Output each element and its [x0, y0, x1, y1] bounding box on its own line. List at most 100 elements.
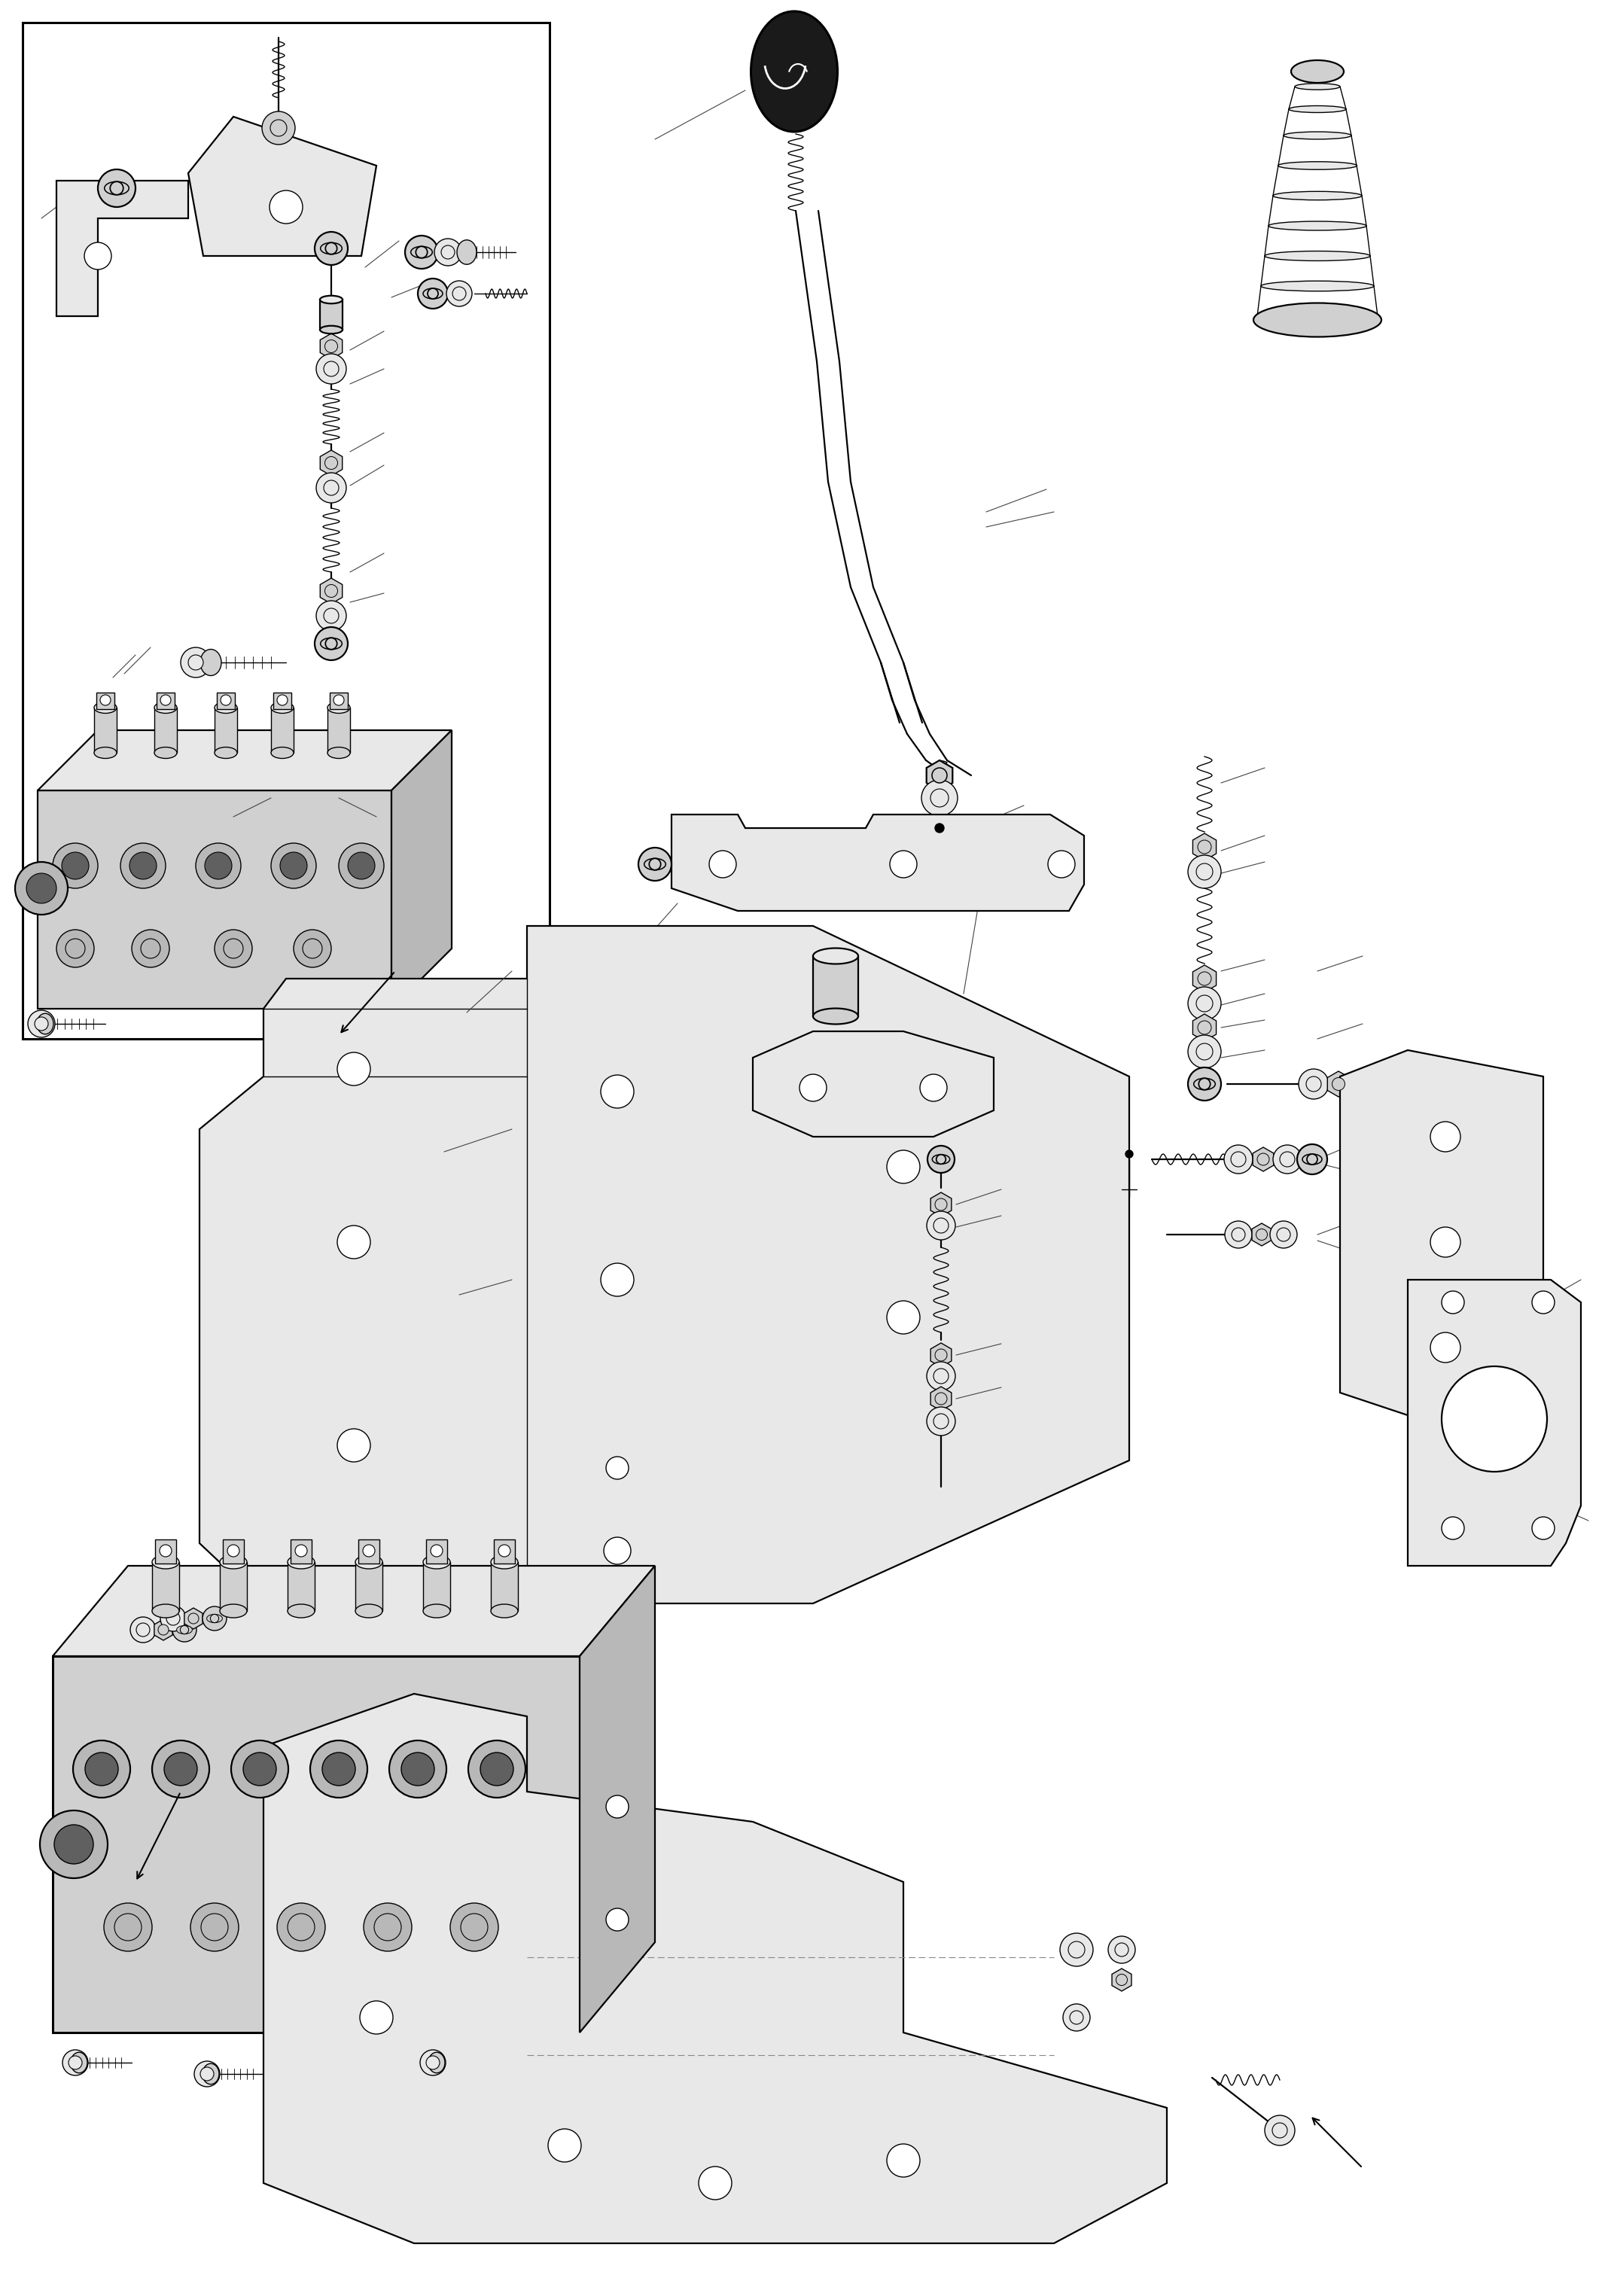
Circle shape — [1257, 1228, 1268, 1240]
Circle shape — [1441, 1290, 1464, 1313]
Circle shape — [480, 1752, 514, 1786]
Circle shape — [404, 236, 438, 269]
Circle shape — [27, 1010, 55, 1038]
Polygon shape — [931, 1192, 952, 1217]
Ellipse shape — [644, 859, 666, 870]
Ellipse shape — [424, 289, 443, 298]
Circle shape — [56, 930, 95, 967]
Ellipse shape — [327, 703, 350, 714]
Circle shape — [324, 480, 339, 496]
Circle shape — [363, 1545, 376, 1557]
Circle shape — [417, 278, 448, 308]
Ellipse shape — [319, 326, 342, 333]
Circle shape — [1297, 1143, 1327, 1173]
Circle shape — [130, 852, 157, 879]
Bar — [154, 707, 177, 753]
Circle shape — [53, 843, 98, 889]
Polygon shape — [1193, 1015, 1217, 1040]
Circle shape — [799, 1075, 827, 1102]
Bar — [223, 1538, 244, 1564]
Circle shape — [1231, 1228, 1245, 1242]
Circle shape — [607, 1795, 629, 1818]
Ellipse shape — [355, 1605, 382, 1619]
Circle shape — [1225, 1146, 1252, 1173]
Polygon shape — [319, 579, 342, 604]
Polygon shape — [579, 1566, 655, 2032]
Circle shape — [888, 1302, 920, 1334]
Ellipse shape — [814, 948, 859, 964]
Circle shape — [425, 2055, 440, 2069]
Circle shape — [279, 852, 307, 879]
Circle shape — [244, 1752, 276, 1786]
Circle shape — [69, 2055, 82, 2069]
Ellipse shape — [1194, 1079, 1215, 1091]
Circle shape — [35, 1017, 48, 1031]
Circle shape — [936, 824, 944, 833]
Circle shape — [453, 287, 465, 301]
Polygon shape — [185, 1607, 202, 1630]
Polygon shape — [1340, 1049, 1544, 1414]
Polygon shape — [1408, 1279, 1581, 1566]
Polygon shape — [319, 450, 342, 475]
Ellipse shape — [1302, 1155, 1323, 1164]
Ellipse shape — [429, 2053, 445, 2073]
Bar — [152, 1561, 180, 1612]
Circle shape — [181, 647, 210, 677]
Polygon shape — [1193, 833, 1217, 861]
Polygon shape — [1327, 1072, 1350, 1097]
Circle shape — [449, 1903, 499, 1952]
Circle shape — [1071, 2011, 1083, 2025]
Circle shape — [210, 1614, 218, 1623]
Circle shape — [334, 696, 343, 705]
Circle shape — [316, 602, 347, 631]
Bar — [329, 693, 348, 709]
Bar — [273, 693, 292, 709]
Circle shape — [270, 119, 287, 135]
Circle shape — [231, 1740, 289, 1798]
Circle shape — [120, 843, 165, 889]
Ellipse shape — [287, 1605, 315, 1619]
Circle shape — [936, 1394, 947, 1405]
Circle shape — [934, 1368, 949, 1384]
Circle shape — [441, 246, 454, 259]
Circle shape — [1196, 994, 1213, 1013]
Ellipse shape — [411, 246, 432, 257]
Ellipse shape — [202, 2064, 218, 2085]
Circle shape — [294, 930, 331, 967]
Circle shape — [934, 1217, 949, 1233]
Circle shape — [430, 1545, 443, 1557]
Circle shape — [698, 2167, 732, 2200]
Circle shape — [157, 1626, 169, 1635]
Circle shape — [416, 246, 427, 257]
Circle shape — [188, 654, 204, 670]
Ellipse shape — [154, 746, 177, 758]
Circle shape — [446, 280, 472, 305]
Circle shape — [159, 1545, 172, 1557]
Circle shape — [201, 2066, 213, 2080]
Ellipse shape — [321, 243, 342, 255]
Bar — [494, 1538, 515, 1564]
Ellipse shape — [1290, 60, 1343, 83]
Circle shape — [1107, 1936, 1135, 1963]
Circle shape — [600, 1075, 634, 1109]
Ellipse shape — [1268, 220, 1366, 230]
Bar — [491, 1561, 518, 1612]
Circle shape — [435, 239, 462, 266]
Circle shape — [600, 1263, 634, 1297]
Bar — [220, 1561, 247, 1612]
Bar — [358, 1538, 379, 1564]
Circle shape — [223, 939, 244, 957]
Circle shape — [926, 1362, 955, 1391]
Circle shape — [1069, 1942, 1085, 1958]
Bar — [327, 707, 350, 753]
Circle shape — [132, 930, 170, 967]
Circle shape — [26, 872, 56, 902]
Ellipse shape — [1289, 106, 1347, 113]
Bar — [271, 707, 294, 753]
Ellipse shape — [1254, 303, 1382, 338]
Circle shape — [1430, 1123, 1461, 1153]
Circle shape — [315, 232, 348, 264]
Circle shape — [1430, 1226, 1461, 1258]
Circle shape — [1225, 1221, 1252, 1249]
Ellipse shape — [220, 1554, 247, 1568]
